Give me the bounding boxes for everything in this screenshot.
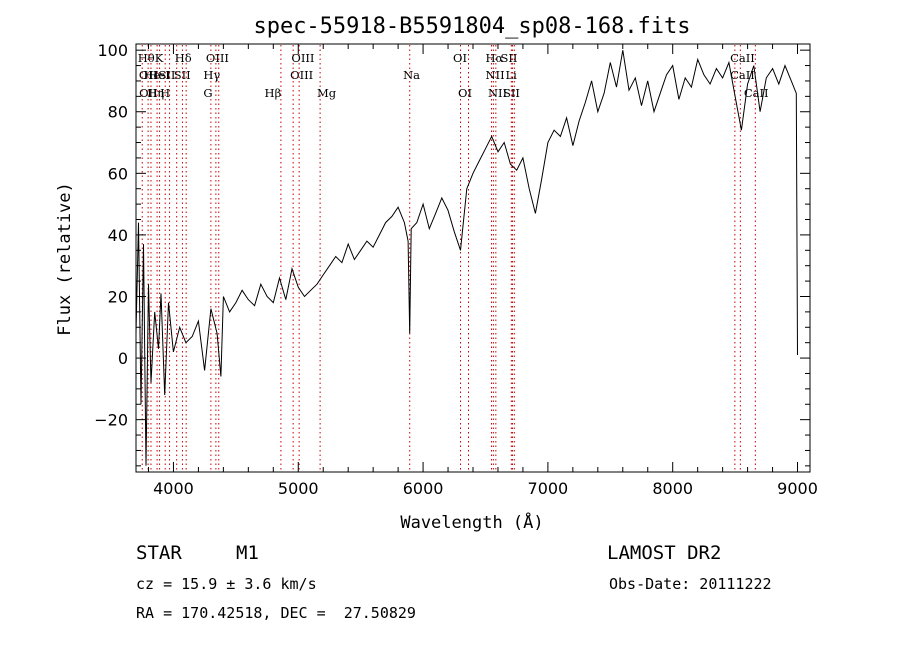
- y-tick-label: 80: [108, 103, 128, 122]
- line-label-15: OIII: [290, 68, 313, 82]
- x-tick-label: 5000: [278, 479, 319, 498]
- coordinates: RA = 170.42518, DEC = 27.50829: [136, 604, 416, 622]
- line-label-26: SII: [503, 86, 520, 100]
- line-label-23: NII: [485, 68, 504, 82]
- line-label-12: Hγ: [203, 68, 220, 82]
- line-label-7: SII: [158, 68, 175, 82]
- line-label-5: HeI: [148, 68, 169, 82]
- plot-frame: [135, 43, 811, 473]
- line-label-27: CaII: [730, 51, 755, 65]
- line-label-22: SII: [500, 51, 517, 65]
- y-axis-label: Flux (relative): [55, 182, 75, 336]
- x-axis-label: Wavelength (Å): [400, 511, 543, 533]
- x-tick-label: 6000: [403, 479, 444, 498]
- line-label-9: Hδ: [175, 51, 192, 65]
- line-markers: [141, 45, 756, 471]
- line-label-14: OIII: [291, 51, 314, 65]
- line-label-24: Li: [505, 68, 517, 82]
- line-label-1: OII: [139, 68, 158, 82]
- survey-name: LAMOST DR2: [607, 542, 722, 564]
- line-label-3: He: [143, 68, 160, 82]
- line-label-2: OII: [139, 86, 158, 100]
- line-label-8: H: [160, 86, 170, 100]
- line-label-4: Hη: [147, 86, 164, 100]
- observation-date: Obs-Date: 20111222: [609, 575, 772, 593]
- line-label-10: SII: [174, 68, 191, 82]
- spectrum-series: [135, 50, 798, 466]
- x-tick-label: 7000: [528, 479, 569, 498]
- line-label-0: Hθ: [138, 51, 155, 65]
- line-label-6: K: [155, 51, 164, 65]
- line-label-20: OI: [458, 86, 472, 100]
- line-label-21: Hα: [485, 51, 503, 65]
- line-label-25: NII: [488, 86, 507, 100]
- x-tick-label: 9000: [777, 479, 818, 498]
- chart-title: spec-55918-B5591804_sp08-168.fits: [253, 14, 690, 39]
- x-tick-label: 4000: [153, 479, 194, 498]
- line-label-16: Hβ: [265, 86, 282, 100]
- line-label-17: Mg: [317, 86, 337, 100]
- y-tick-label: −20: [94, 411, 128, 430]
- spectrum-line-0: [135, 50, 798, 466]
- y-tick-label: 20: [108, 287, 128, 306]
- line-label-18: Na: [403, 68, 420, 82]
- redshift-cz: cz = 15.9 ± 3.6 km/s: [136, 575, 317, 593]
- y-tick-label: 60: [108, 164, 128, 183]
- line-label-28: CaII: [730, 68, 755, 82]
- line-label-29: CaII: [744, 86, 769, 100]
- y-tick-label: 0: [118, 349, 128, 368]
- object-class: STAR: [136, 542, 182, 564]
- line-labels: HθOIIOIIHeHηHeIKSIIHHδSIIOIIIHγGOIIIOIII…: [138, 51, 769, 100]
- axis-ticks: 4000 5000 6000 7000 8000 9000 −20 0 20 40 60 80 100: [94, 41, 818, 498]
- object-subclass: M1: [236, 542, 259, 564]
- line-label-11: OIII: [206, 51, 229, 65]
- y-tick-label: 40: [108, 226, 128, 245]
- line-label-19: OI: [453, 51, 467, 65]
- x-tick-label: 8000: [652, 479, 693, 498]
- y-tick-label: 100: [97, 41, 128, 60]
- line-label-13: G: [203, 86, 212, 100]
